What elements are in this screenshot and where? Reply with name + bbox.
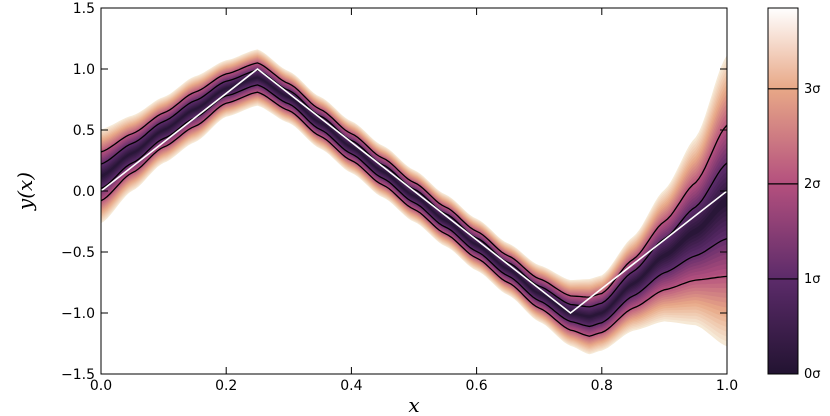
colorbar-tick-label: 3σ <box>804 82 821 97</box>
y-axis-label: y(x) <box>13 172 37 211</box>
x-axis-label: x <box>408 393 419 416</box>
true-function-line <box>101 67 727 315</box>
colorbar-ticks: 0σ 1σ 2σ 3σ <box>768 82 821 382</box>
y-tick-label: 1.5 <box>73 1 95 17</box>
x-tick-label: 1.0 <box>716 378 738 394</box>
y-tick-label: 0.5 <box>73 123 95 139</box>
x-tick-label: 0.6 <box>465 378 487 394</box>
plot-area <box>101 49 727 355</box>
y-tick-label: −1.0 <box>61 306 95 322</box>
sigma-contours <box>101 62 727 337</box>
colorbar: 0σ 1σ 2σ 3σ <box>767 7 821 382</box>
colorbar-gradient <box>767 7 799 375</box>
colorbar-tick-label: 1σ <box>804 272 821 287</box>
x-tick-label: 0.4 <box>340 378 362 394</box>
contour-line-1sigma <box>101 69 727 308</box>
y-tick-label: 0.0 <box>73 184 95 200</box>
x-tick-label: 0.8 <box>591 378 613 394</box>
x-tick-label: 0.0 <box>90 378 112 394</box>
contour-line-1sigma <box>101 84 727 328</box>
contour-line-2sigma <box>101 91 727 337</box>
posterior-bands <box>101 49 727 355</box>
colorbar-tick-label: 0σ <box>804 367 821 382</box>
y-tick-label: 1.0 <box>73 62 95 78</box>
y-axis-ticks: −1.5 −1.0 −0.5 0.0 0.5 1.0 1.5 <box>61 1 727 383</box>
sigma-band <box>101 75 727 320</box>
x-axis-ticks: 0.0 0.2 0.4 0.6 0.8 1.0 <box>90 8 738 394</box>
y-tick-label: −0.5 <box>61 245 95 261</box>
colorbar-tick-label: 2σ <box>804 177 821 192</box>
contour-line-2sigma <box>101 62 727 298</box>
x-tick-label: 0.2 <box>215 378 237 394</box>
y-tick-label: −1.5 <box>61 367 95 383</box>
